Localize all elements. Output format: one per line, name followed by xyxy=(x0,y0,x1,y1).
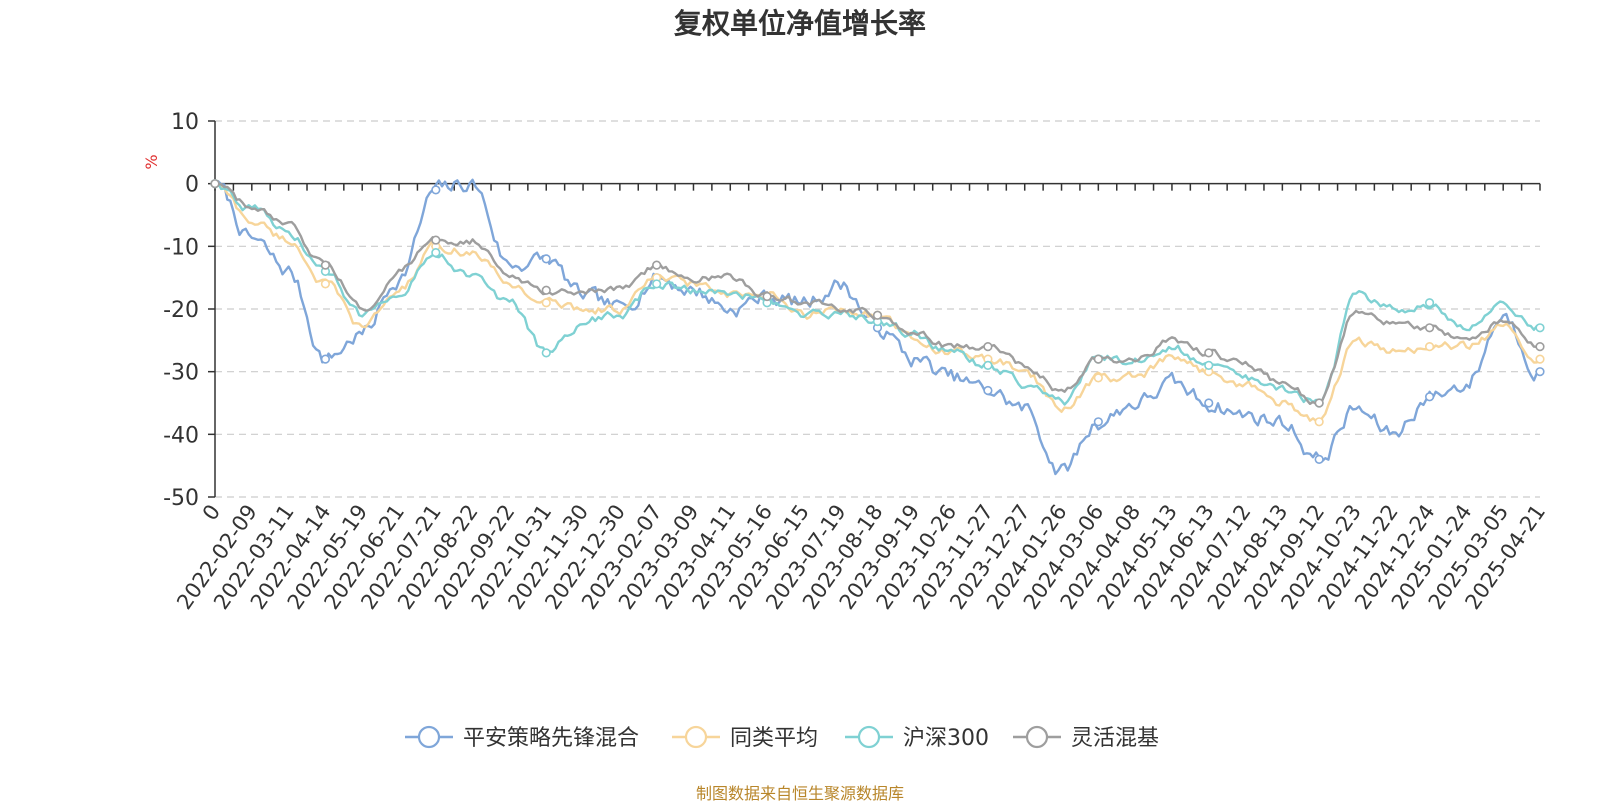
legend-marker xyxy=(1025,725,1049,749)
series-point xyxy=(431,248,441,258)
series-point xyxy=(320,260,331,270)
series-point xyxy=(1535,323,1545,333)
legend-label: 同类平均 xyxy=(730,726,818,751)
series-point xyxy=(1204,348,1214,358)
series-point xyxy=(652,279,662,289)
series-point xyxy=(1424,392,1435,402)
series-2 xyxy=(210,179,1545,427)
legend-item: 平安策略先锋混合 xyxy=(405,725,639,751)
series-point xyxy=(1314,454,1324,465)
legend-item: 灵活混基 xyxy=(1013,725,1159,751)
y-tick-label: 0 xyxy=(185,173,199,198)
series-point xyxy=(541,348,551,358)
series-point xyxy=(541,254,551,264)
legend-marker xyxy=(684,725,708,749)
source-note: 制图数据来自恒生聚源数据库 xyxy=(695,784,904,803)
series-point xyxy=(1424,323,1435,333)
legend-item: 沪深300 xyxy=(845,725,989,751)
y-tick-label: -50 xyxy=(163,486,199,511)
chart-title: 复权单位净值增长率 xyxy=(673,7,926,40)
axes: 100-10-20-30-40-50%02022-02-092022-03-11… xyxy=(142,110,1550,614)
legend-label: 沪深300 xyxy=(903,726,989,751)
x-tick-label: 0 xyxy=(198,500,225,525)
series-point xyxy=(652,260,662,270)
series-point xyxy=(1535,367,1545,377)
series-3 xyxy=(210,179,1545,408)
series-point xyxy=(431,235,441,245)
series-point xyxy=(1424,342,1435,352)
series-point xyxy=(320,279,331,289)
series-point xyxy=(983,342,993,352)
y-tick-label: -30 xyxy=(163,361,199,386)
legend-marker xyxy=(417,725,441,749)
y-tick-label: -10 xyxy=(163,235,199,260)
series-point xyxy=(1535,354,1545,364)
y-axis-label: % xyxy=(142,154,161,169)
y-tick-label: -20 xyxy=(163,298,199,323)
legend: 平安策略先锋混合 同类平均 沪深300 灵活混基 xyxy=(405,725,1159,751)
series-point xyxy=(762,291,772,302)
series-point xyxy=(983,385,993,396)
series-point xyxy=(1535,342,1545,352)
y-tick-label: -40 xyxy=(163,423,199,448)
series-point xyxy=(1093,354,1103,364)
legend-label: 平安策略先锋混合 xyxy=(463,726,639,751)
series-point xyxy=(1314,398,1324,408)
series-point xyxy=(1093,417,1103,427)
series-4 xyxy=(210,179,1545,408)
series-point xyxy=(983,360,993,371)
grid-lines xyxy=(215,120,1540,498)
series-point xyxy=(1093,373,1103,383)
series-point xyxy=(1204,398,1214,408)
series-point xyxy=(1204,360,1214,371)
series-lines xyxy=(210,178,1545,476)
series-point xyxy=(1314,417,1324,427)
legend-item: 同类平均 xyxy=(672,725,818,751)
series-1 xyxy=(210,178,1545,476)
series-point xyxy=(210,179,220,189)
y-tick-label: 10 xyxy=(171,110,199,135)
series-line xyxy=(214,181,1541,425)
legend-label: 灵活混基 xyxy=(1071,726,1159,751)
series-point xyxy=(541,285,551,295)
legend-marker xyxy=(857,725,881,749)
series-point xyxy=(541,298,551,308)
series-point xyxy=(872,310,883,320)
series-point xyxy=(431,185,441,195)
series-point xyxy=(1424,298,1435,308)
series-point xyxy=(320,354,331,364)
